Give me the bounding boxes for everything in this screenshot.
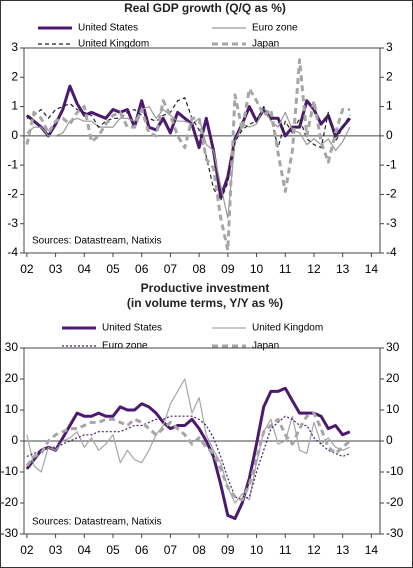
x-tick-label: 03 (49, 262, 63, 276)
x-tick-label: 09 (221, 262, 235, 276)
x-tick-label: 08 (192, 543, 206, 557)
x-tick-label: 03 (49, 543, 63, 557)
x-tick-label: 07 (164, 543, 178, 557)
x-tick-label: 13 (336, 262, 350, 276)
x-tick-label: 06 (135, 543, 149, 557)
y-tick-label: 30 (5, 340, 19, 354)
series-line (25, 386, 351, 520)
x-tick-label: 13 (336, 543, 350, 557)
y2-tick-label: 2 (386, 69, 393, 83)
y-tick-label: -3 (7, 216, 18, 230)
y-tick-label: 0 (11, 433, 18, 447)
x-tick-label: 02 (20, 543, 34, 557)
y-tick-label: -30 (1, 526, 19, 540)
series-line (25, 411, 351, 502)
y-tick-label: -1 (7, 157, 18, 171)
y2-tick-label: -30 (386, 526, 404, 540)
y-tick-label: -2 (7, 187, 18, 201)
x-tick-label: 07 (164, 262, 178, 276)
y2-tick-label: 30 (386, 340, 400, 354)
legend-label: Japan (252, 39, 279, 50)
chart-title: Productive investment (141, 281, 270, 295)
x-tick-label: 14 (365, 262, 379, 276)
x-tick-label: 11 (279, 262, 292, 276)
y-tick-label: 2 (11, 69, 18, 83)
y2-tick-label: -1 (386, 157, 397, 171)
source-note: Sources: Datastream, Natixis (32, 236, 162, 247)
x-tick-label: 06 (135, 262, 149, 276)
y-tick-label: 20 (5, 371, 19, 385)
y2-tick-label: -3 (386, 216, 397, 230)
y2-tick-label: 0 (386, 433, 393, 447)
y-tick-label: -10 (1, 464, 19, 478)
y-tick-label: 0 (11, 128, 18, 142)
y-tick-label: -20 (1, 495, 19, 509)
chart-title: Real GDP growth (Q/Q as %) (124, 1, 286, 15)
series-line (26, 415, 351, 501)
x-tick-label: 05 (106, 543, 120, 557)
y2-tick-label: 20 (386, 371, 400, 385)
legend-label: United Kingdom (252, 323, 323, 334)
legend-label: United States (78, 23, 138, 34)
x-tick-label: 04 (78, 262, 92, 276)
x-tick-label: 14 (365, 543, 379, 557)
legend-label: Euro zone (102, 341, 148, 352)
y2-tick-label: 0 (386, 128, 393, 142)
source-note: Sources: Datastream, Natixis (32, 517, 162, 528)
y2-tick-label: -10 (386, 464, 404, 478)
y2-tick-label: 1 (386, 99, 393, 113)
legend-label: United Kingdom (78, 39, 149, 50)
y-tick-label: 3 (11, 40, 18, 54)
series-line (26, 106, 351, 219)
x-tick-label: 08 (192, 262, 206, 276)
x-tick-label: 05 (106, 262, 120, 276)
y2-tick-label: 10 (386, 402, 400, 416)
legend-label: Euro zone (252, 23, 298, 34)
y-tick-label: 10 (5, 402, 19, 416)
y2-tick-label: -20 (386, 495, 404, 509)
legend-label: Japan (252, 341, 279, 352)
y2-tick-label: -4 (386, 245, 397, 259)
series-line (25, 84, 352, 199)
plot-frame (23, 47, 381, 254)
x-tick-label: 02 (20, 262, 34, 276)
x-tick-label: 12 (307, 262, 321, 276)
x-tick-label: 04 (78, 543, 92, 557)
x-tick-label: 12 (307, 543, 321, 557)
legend-label: United States (102, 323, 162, 334)
x-tick-label: 10 (250, 262, 264, 276)
y2-tick-label: 3 (386, 40, 393, 54)
y-tick-label: 1 (11, 99, 18, 113)
y2-tick-label: -2 (386, 187, 397, 201)
x-tick-label: 10 (250, 543, 264, 557)
y-tick-label: -4 (7, 245, 18, 259)
x-tick-label: 09 (221, 543, 235, 557)
x-tick-label: 11 (279, 543, 292, 557)
chart-subtitle: (in volume terms, Y/Y as %) (127, 296, 283, 310)
